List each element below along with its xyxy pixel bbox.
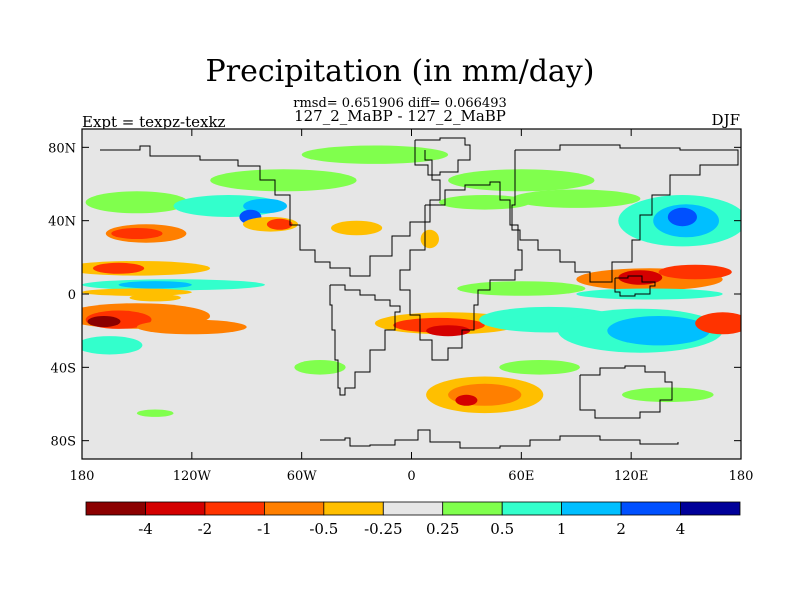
- anomaly-region-12: [331, 220, 383, 236]
- anomaly-region-4: [210, 169, 357, 192]
- anomaly-region-6: [448, 169, 595, 192]
- y-axis: 80N 40N 0 40S 80S: [48, 141, 741, 450]
- rmsd-diff-stats: rmsd= 0.651906 diff= 0.066493: [293, 96, 507, 111]
- anomaly-region-44: [499, 360, 580, 375]
- experiment-subtitle: 127_2_MaBP - 127_2_MaBP: [294, 107, 506, 125]
- x-axis: 180 120W 60W 0 60E 120E 180: [70, 129, 754, 484]
- coastline-south-america: [329, 284, 401, 396]
- anomaly-region-19: [93, 262, 145, 274]
- anomaly-region-38: [607, 316, 710, 346]
- anomaly-region-39: [695, 312, 741, 335]
- coastline-africa-europe: [399, 181, 523, 361]
- anomaly-region-27: [457, 281, 586, 296]
- anomaly-region-7: [438, 195, 531, 210]
- coastlines: [100, 137, 739, 449]
- anomaly-region-32: [82, 336, 143, 355]
- anomaly-region-35: [426, 325, 471, 337]
- anomaly-region-5: [301, 145, 449, 164]
- coastline-asia: [511, 144, 739, 283]
- anomaly-region-13: [420, 229, 439, 249]
- anomaly-region-17: [667, 207, 698, 227]
- anomaly-region-21: [118, 281, 192, 289]
- anomaly-region-30: [87, 316, 121, 327]
- coastline-antarctica: [320, 429, 679, 449]
- anomaly-fields: [82, 145, 741, 417]
- anomaly-region-47: [129, 294, 181, 302]
- y-tick-label-1: 40N: [48, 215, 76, 230]
- anomaly-region-14: [512, 189, 641, 208]
- x-tick-label-4: 60E: [508, 469, 534, 484]
- x-tick-label-2: 60W: [287, 469, 318, 484]
- y-tick-label-0: 80N: [48, 141, 76, 156]
- anomaly-region-46: [136, 409, 174, 417]
- anomaly-region-31: [136, 319, 247, 335]
- x-tick-label-0: 180: [70, 469, 95, 484]
- anomaly-region-22: [82, 288, 192, 296]
- anomaly-region-45: [622, 387, 714, 403]
- x-tick-label-1: 120W: [173, 469, 212, 484]
- anomaly-region-9: [111, 228, 163, 239]
- anomaly-region-2: [243, 198, 288, 214]
- chart-title: Precipitation (in mm/day): [205, 54, 595, 89]
- coastline-indonesia: [614, 275, 656, 297]
- anomaly-region-42: [455, 394, 478, 406]
- coastline-north-america: [100, 145, 441, 277]
- anomaly-region-11: [266, 218, 293, 230]
- x-tick-label-3: 0: [407, 469, 415, 484]
- x-tick-label-6: 180: [729, 469, 754, 484]
- season-label: DJF: [711, 111, 740, 129]
- experiment-label: Expt = texpz-texkz: [82, 113, 226, 131]
- anomaly-region-43: [294, 360, 346, 375]
- x-tick-label-5: 120E: [614, 469, 648, 484]
- anomaly-region-0: [85, 191, 189, 214]
- y-tick-label-3: 40S: [51, 361, 76, 376]
- y-tick-label-4: 80S: [51, 435, 76, 450]
- y-tick-label-2: 0: [68, 288, 76, 303]
- anomaly-region-24: [618, 270, 663, 285]
- coastline-australia: [579, 365, 673, 419]
- coastline-greenland: [414, 137, 471, 176]
- anomaly-region-25: [658, 264, 732, 280]
